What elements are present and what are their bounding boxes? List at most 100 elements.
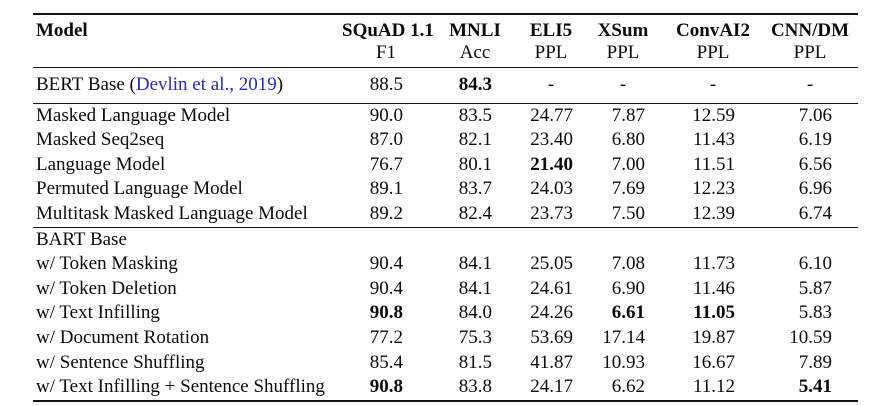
table-cell: 6.80 [582,128,664,153]
table-cell: 41.87 [520,351,582,376]
column-subheader-ppl: PPL [606,42,640,63]
metric-value: 24.03 [530,178,573,200]
table-cell: 53.69 [520,326,582,351]
metric-value: 6.90 [611,277,645,299]
metric-value: 11.46 [692,277,735,299]
metric-value: 85.4 [369,351,403,373]
missing-value-dash: - [619,74,627,95]
missing-value-dash: - [709,74,717,95]
table-row: Masked Seq2seq 87.0 82.1 23.40 6.80 11.43 6.19 [33,128,858,153]
metric-value: 90.4 [369,253,403,275]
metric-value: 80.1 [458,153,492,175]
table-cell: 5.41 [762,375,858,401]
row-label-text: ) [276,74,284,95]
table-cell: 90.4 [342,277,430,302]
table-cell: 6.10 [762,252,858,277]
metric-value: 90.8 [369,376,403,398]
metric-value: 5.41 [798,376,832,398]
column-subheader-acc: Acc [459,42,491,63]
table-row: Masked Language Model 90.0 83.5 24.77 7.87 12… [33,103,858,128]
table-row: Permuted Language Model 89.1 83.7 24.03 7.69… [33,177,858,202]
table-cell: 90.4 [342,252,430,277]
citation-link[interactable]: Devlin et al., 2019 [135,74,277,95]
table-cell: 6.62 [582,375,664,401]
table-cell: 24.77 [520,103,582,128]
table-row: w/ Token Masking 90.4 84.1 25.05 7.08 11.73 6.… [33,252,858,277]
table-row: w/ Text Infilling 90.8 84.0 24.26 6.61 11.05 5… [33,301,858,326]
metric-value: 10.93 [602,351,645,373]
column-header-convai2: ConvAI2 [676,20,750,41]
table-cell: 90.0 [342,103,430,128]
table-cell: 6.74 [762,202,858,227]
column-header-squad-1-1: SQuAD 1.1 [342,20,434,41]
metric-value: 75.3 [458,326,492,348]
row-label: Language Model [36,153,166,175]
metric-value: 7.69 [611,178,645,200]
metric-value: 11.51 [692,153,735,175]
missing-value-dash: - [806,74,814,95]
row-label: Masked Language Model [36,104,231,126]
metric-value: 82.4 [458,202,492,224]
table-cell: 84.0 [430,301,520,326]
table-cell: 12.59 [664,103,762,128]
metric-value: 84.3 [458,74,492,95]
metric-value: 90.0 [369,104,403,126]
metric-value: 6.62 [611,376,645,398]
metric-value: 77.2 [369,326,403,348]
table-section-bert: BERT Base (Devlin et al., 2019) 88.5 84.3 -… [33,67,858,104]
row-label: w/ Token Deletion [36,277,177,299]
metric-value: 11.12 [692,376,735,398]
table-cell: 82.4 [430,202,520,227]
row-label: w/ Token Masking [36,253,178,275]
table-cell: 11.43 [664,128,762,153]
table-cell: 84.3 [430,68,520,104]
column-header-mnli: MNLI [449,20,501,41]
table-cell: 6.90 [582,277,664,302]
metric-value: 84.0 [458,302,492,324]
metric-value: 76.7 [369,153,403,175]
table-cell: 88.5 [342,68,430,104]
row-label: BART Base [36,228,127,250]
table-cell: 24.26 [520,301,582,326]
table-row: Multitask Masked Language Model 89.2 82.4 2… [33,202,858,227]
metric-value: 24.77 [530,104,573,126]
row-label: w/ Text Infilling [36,302,160,324]
row-label: w/ Sentence Shuffling [36,351,205,373]
table-cell: 11.73 [664,252,762,277]
table-cell: 76.7 [342,153,430,178]
table-cell [520,227,582,252]
table-cell: 11.51 [664,153,762,178]
metric-value: 12.59 [692,104,735,126]
metric-value: 5.87 [798,277,832,299]
results-table-container: Model SQuAD 1.1 MNLI ELI5 XSum ConvAI2 CNN/DM F… [33,13,858,402]
column-subheader-ppl: PPL [793,42,827,63]
metric-value: 41.87 [530,351,573,373]
metric-value: 11.05 [693,302,735,324]
metric-value: 6.80 [611,129,645,151]
metric-value: 23.73 [530,202,573,224]
table-cell: 11.46 [664,277,762,302]
column-header-cnn-dm: CNN/DM [770,20,850,41]
row-label: Multitask Masked Language Model [36,202,308,224]
metric-value: 12.23 [692,178,735,200]
table-cell: 89.2 [342,202,430,227]
table-cell: 23.40 [520,128,582,153]
metric-value: 24.26 [530,302,573,324]
column-header-eli5: ELI5 [529,20,573,41]
metric-value: 7.00 [611,153,645,175]
results-table: Model SQuAD 1.1 MNLI ELI5 XSum ConvAI2 CNN/DM F… [33,13,858,402]
table-cell [430,227,520,252]
metric-value: 89.2 [369,202,403,224]
table-cell: 10.93 [582,351,664,376]
table-cell: 6.61 [582,301,664,326]
table-cell [342,227,430,252]
metric-value: 25.05 [530,253,573,275]
table-cell: 84.1 [430,277,520,302]
table-section-pretraining-objectives: Masked Language Model 90.0 83.5 24.77 7.87 12… [33,103,858,227]
table-cell: 87.0 [342,128,430,153]
table-row: BERT Base (Devlin et al., 2019) 88.5 84.3 -… [33,68,858,104]
metric-value: 7.50 [611,202,645,224]
metric-value: 19.87 [692,326,735,348]
metric-value: 6.10 [798,253,832,275]
table-cell: 5.87 [762,277,858,302]
